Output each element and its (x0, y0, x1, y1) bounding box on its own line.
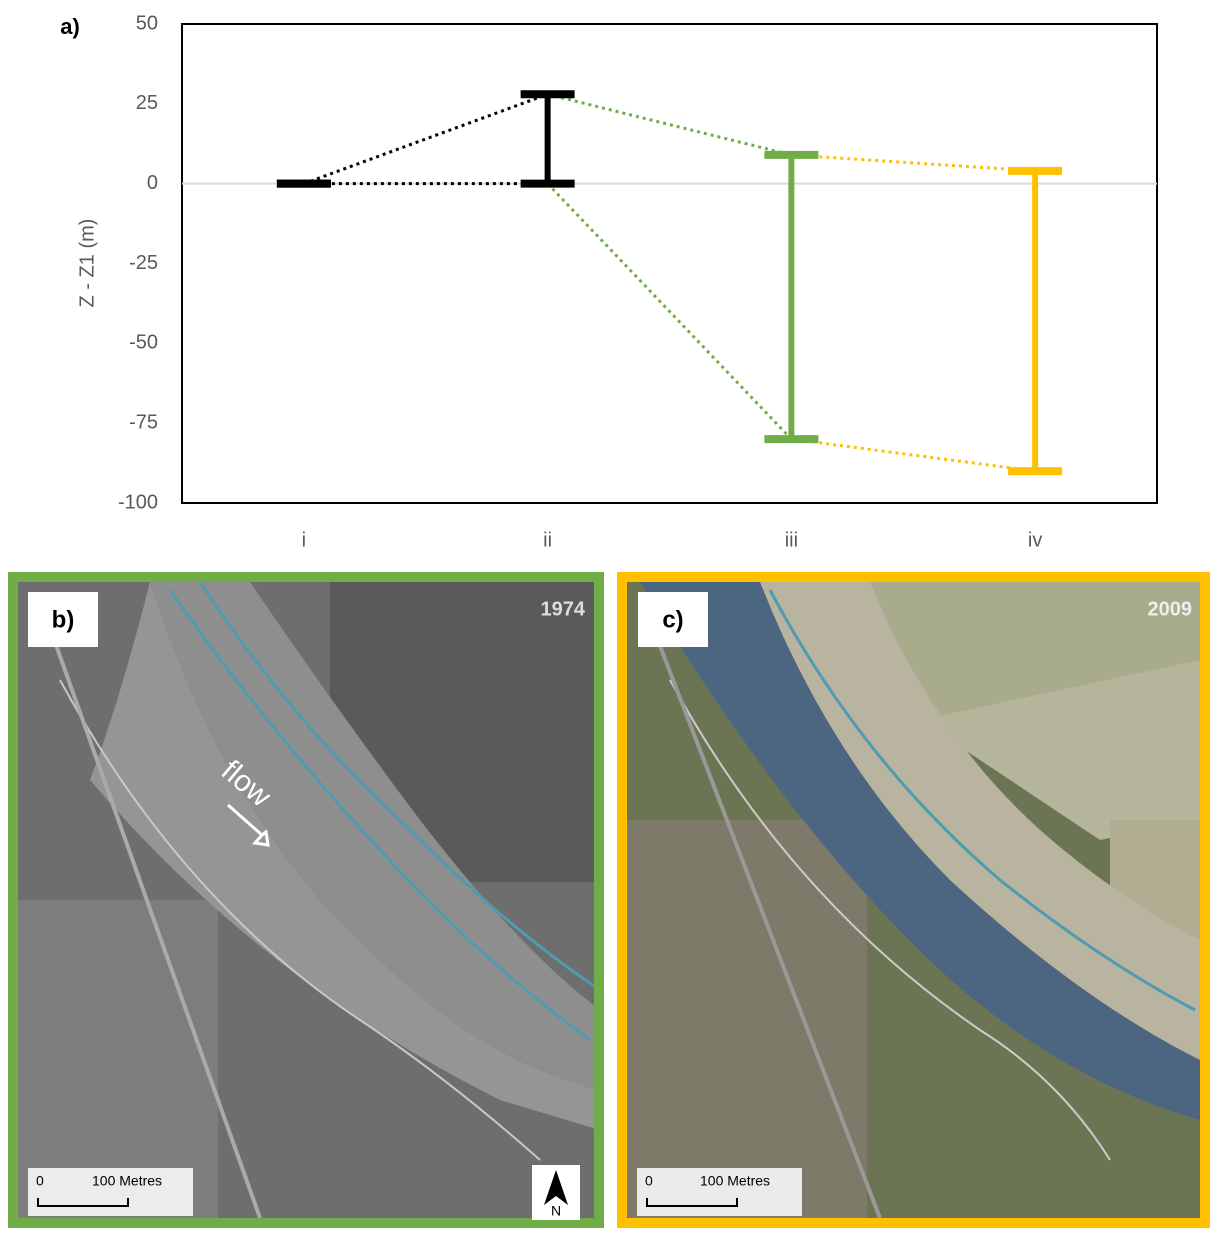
panel-frame (8, 572, 604, 1228)
aerial-photo-2009 (627, 582, 1200, 1218)
panel-label: b) (52, 606, 75, 633)
year-label: 2009 (1148, 598, 1193, 620)
scale-bar (646, 1198, 738, 1207)
connector (547, 92, 792, 157)
x-tick-label: i (302, 529, 306, 551)
x-tick-label: ii (543, 529, 552, 551)
y-tick-label: 50 (136, 12, 158, 34)
connector (791, 153, 1036, 173)
label-box (638, 592, 708, 647)
scale-text: 100 Metres (92, 1173, 162, 1189)
flow-arrow (227, 803, 270, 847)
connector (546, 182, 793, 441)
scale-text: 100 Metres (700, 1173, 770, 1189)
aerial-photo-1974 (18, 582, 594, 1218)
plot-frame (181, 23, 1158, 504)
scale-zero: 0 (36, 1173, 44, 1189)
scale-zero: 0 (645, 1173, 653, 1189)
scale-box (28, 1168, 193, 1216)
panel-label: c) (662, 606, 683, 633)
panel-label: a) (60, 14, 80, 39)
y-tick-label: -75 (129, 411, 158, 433)
connector (791, 437, 1036, 473)
y-tick-label: 0 (147, 172, 158, 194)
year-label: 1974 (541, 598, 586, 620)
north-label: N (551, 1203, 561, 1219)
label-box (28, 592, 98, 647)
scale-bar (37, 1198, 129, 1207)
scale-box (637, 1168, 802, 1216)
y-tick-label: -25 (129, 252, 158, 274)
y-tick-label: -50 (129, 332, 158, 354)
y-tick-label: -100 (118, 491, 158, 513)
connector (303, 92, 549, 186)
y-axis-label: Z - Z1 (m) (76, 219, 98, 308)
panel-frame (617, 572, 1210, 1228)
y-tick-label: 25 (136, 92, 158, 114)
x-tick-label: iii (785, 529, 798, 551)
x-tick-label: iv (1028, 529, 1042, 551)
north-arrow (544, 1170, 568, 1205)
